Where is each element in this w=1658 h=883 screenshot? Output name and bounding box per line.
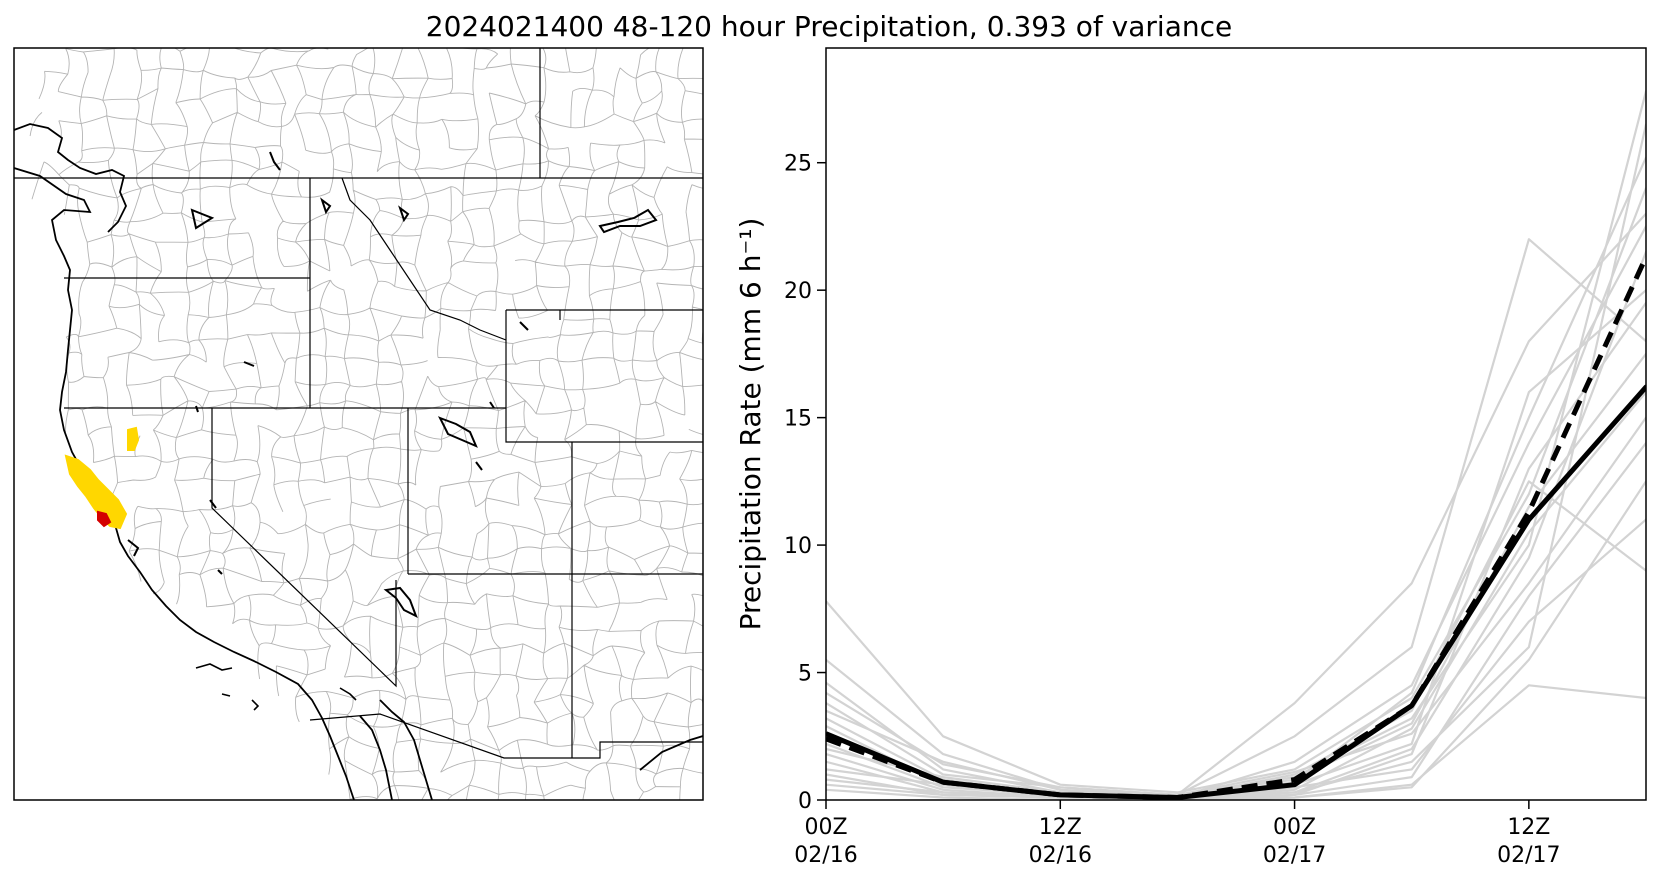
y-tick-label: 15 [784, 407, 812, 432]
y-axis: 0 5 10 15 20 25 [784, 152, 826, 814]
ensemble-member-line [826, 225, 1646, 799]
gulf-coastline [359, 699, 703, 800]
ensemble-lines [826, 90, 1646, 800]
x-axis: 00Z02/1612Z02/1600Z02/1712Z02/1700Z02/18… [794, 800, 1561, 868]
y-axis-label: Precipitation Rate (mm 6 h⁻¹) [734, 218, 767, 631]
figure-title: 2024021400 48-120 hour Precipitation, 0.… [425, 10, 1233, 43]
map-frame [13, 47, 704, 801]
x-tick-label: 02/17 [1497, 843, 1560, 868]
x-tick-label: 02/16 [794, 843, 857, 868]
x-tick-label: 00Z [804, 815, 847, 840]
ensemble-member-line [826, 288, 1646, 799]
ensemble-member-line [826, 479, 1646, 800]
ensemble-member-line [826, 415, 1646, 797]
x-tick-label: 12Z [1039, 815, 1082, 840]
y-tick-label: 20 [784, 279, 812, 304]
y-tick-label: 5 [798, 662, 812, 687]
red-coastal-basin [97, 510, 112, 528]
ensemble-member-line [826, 90, 1646, 797]
basin-mesh-path [29, 48, 703, 800]
basin-boundaries [29, 48, 703, 800]
solid-mean-line [826, 384, 1646, 800]
x-tick-label: 00Z [1273, 815, 1316, 840]
ensemble-member-line [826, 187, 1646, 794]
y-tick-label: 25 [784, 152, 812, 177]
ensemble-member-line [826, 238, 1646, 797]
y-tick-label: 0 [798, 789, 812, 814]
high-variance-basins [64, 426, 140, 530]
ensemble-member-line [826, 301, 1646, 800]
plot-frame [825, 47, 1647, 801]
ensemble-member-line [826, 352, 1646, 797]
x-tick-label: 02/17 [1263, 843, 1326, 868]
yellow-inland-basin [127, 426, 140, 451]
state-boundaries [14, 48, 703, 759]
lakes [127, 151, 658, 619]
channel-islands [195, 663, 357, 711]
ensemble-member-line [826, 480, 1646, 799]
ensemble-member-line [826, 156, 1646, 799]
x-tick-label: 12Z [1507, 815, 1550, 840]
y-tick-label: 10 [784, 534, 812, 559]
yellow-coastal-basins [64, 454, 128, 530]
summary-lines [826, 254, 1646, 800]
x-tick-label: 02/16 [1029, 843, 1092, 868]
